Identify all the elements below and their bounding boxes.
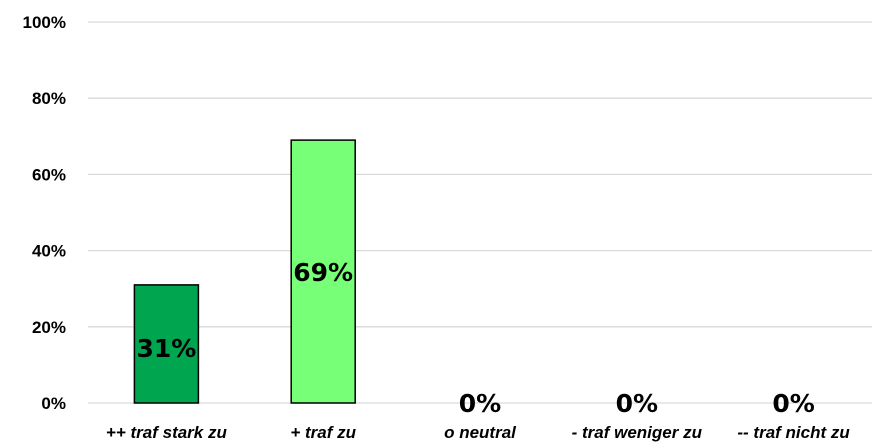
category-label: -- traf nicht zu	[737, 423, 850, 442]
category-label: + traf zu	[290, 423, 356, 442]
category-label: - traf weniger zu	[572, 423, 703, 442]
y-tick-label: 60%	[32, 165, 66, 184]
category-labels: ++ traf stark zu + traf zu o neutral - traf…	[106, 423, 850, 442]
data-label: 31%	[136, 334, 196, 363]
y-axis-ticks: 0% 20% 40% 60% 80% 100%	[23, 13, 66, 413]
data-label: 69%	[293, 258, 353, 287]
category-label: ++ traf stark zu	[106, 423, 228, 442]
y-tick-label: 40%	[32, 242, 66, 261]
y-tick-label: 0%	[41, 394, 66, 413]
bar	[290, 139, 356, 404]
gridlines	[88, 21, 872, 404]
y-tick-label: 80%	[32, 89, 66, 108]
data-label: 0%	[772, 389, 814, 418]
data-labels: 31% 69% 0% 0% 0%	[136, 258, 814, 418]
y-tick-label: 100%	[23, 13, 66, 32]
bars	[133, 139, 356, 404]
category-label: o neutral	[444, 423, 517, 442]
y-tick-label: 20%	[32, 318, 66, 337]
data-label: 0%	[616, 389, 658, 418]
bar	[133, 284, 200, 404]
data-label: 0%	[459, 389, 501, 418]
